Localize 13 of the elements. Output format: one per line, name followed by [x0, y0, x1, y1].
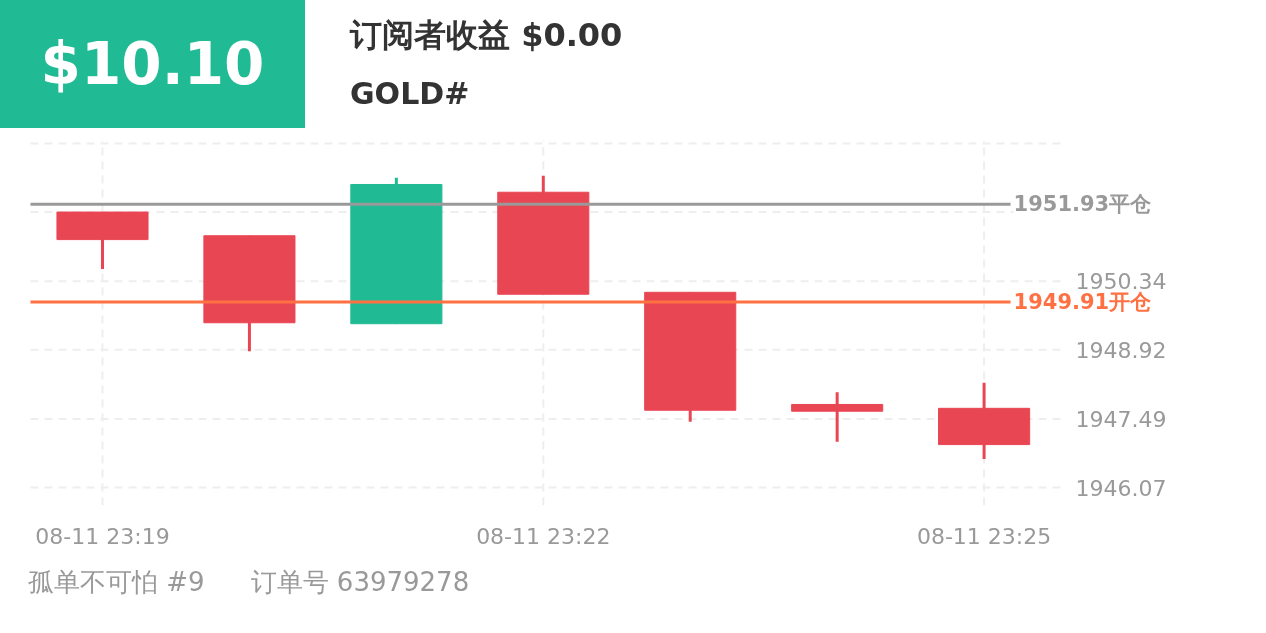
x-tick-label: 08-11 23:25 [916, 523, 1052, 549]
y-tick-label: 1947.49 [1075, 406, 1167, 432]
y-tick-label: 1948.92 [1075, 337, 1167, 363]
y-tick-label: 1946.07 [1075, 475, 1167, 501]
ref-line-label: 1951.93平仓 [1013, 192, 1153, 217]
chart-subtitle: GOLD# [350, 76, 470, 111]
text: $10.10 [0, 0, 305, 128]
chart-title: 订阅者收益 $0.00 [350, 15, 623, 56]
candlestick [791, 392, 884, 442]
text: 孤单不可怕 #9 [28, 567, 205, 597]
text: 订单号 63979278 [250, 567, 470, 597]
x-tick-label: 08-11 23:22 [476, 523, 611, 549]
x-tick-label: 08-11 23:19 [35, 523, 170, 549]
